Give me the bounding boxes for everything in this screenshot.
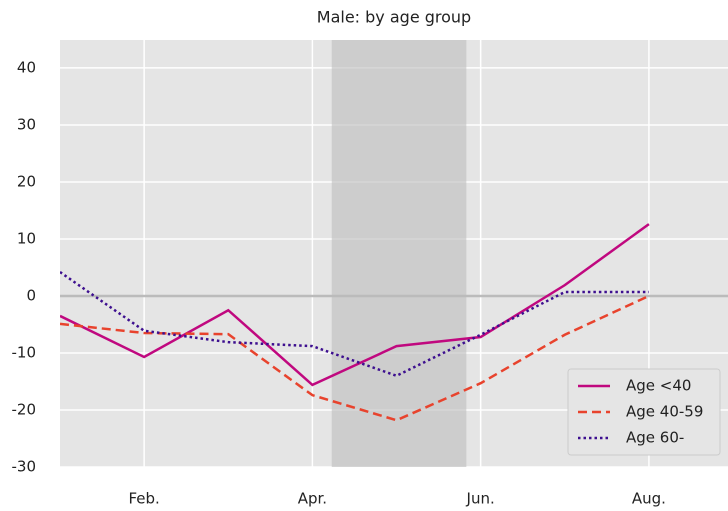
y-tick-label: 20 [17,172,36,190]
y-tick-label: 10 [17,229,36,247]
x-tick-label: Jun. [466,490,495,508]
y-tick-label: 40 [17,58,36,76]
legend-label: Age 60- [626,429,684,447]
data-line [60,271,649,378]
y-tick-label: -30 [12,458,37,476]
x-tick-label: Aug. [632,490,666,508]
legend-label: Age <40 [626,377,691,395]
legend-box [567,368,721,456]
chart-title: Male: by age group [317,8,471,27]
y-tick-label: -20 [12,400,37,418]
x-tick-label: Feb. [128,490,159,508]
y-tick-label: 0 [26,286,36,304]
shaded-span [331,40,467,467]
y-tick-label: 30 [17,115,36,133]
data-line [60,223,650,387]
y-tick-label: -10 [12,343,37,361]
legend-label: Age 40-59 [626,403,703,421]
x-tick-label: Apr. [298,490,327,508]
series-group [60,223,650,422]
